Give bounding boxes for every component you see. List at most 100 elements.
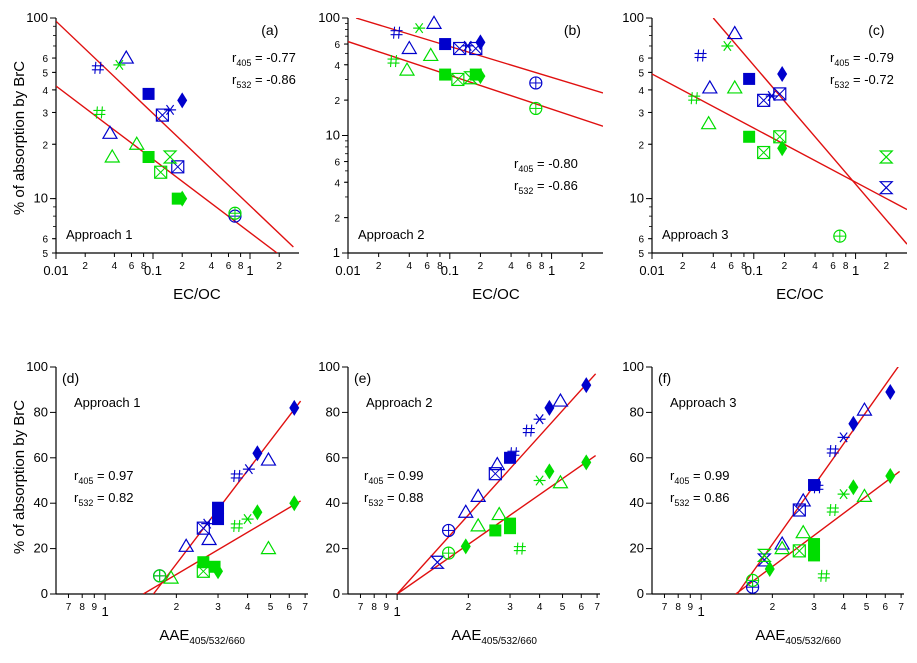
y-tick-label: 3: [42, 108, 48, 119]
marker-bar: [535, 414, 544, 425]
data-point: [489, 456, 506, 471]
x-tick-label: 6: [882, 602, 888, 613]
y-tick-label: 80: [34, 404, 48, 419]
correlation-value: = -0.86: [533, 178, 577, 193]
marker-bar: [825, 569, 828, 582]
x-tick-label: 8: [437, 261, 443, 272]
marker-bar: [695, 92, 698, 105]
x-tick-label: 6: [226, 261, 232, 272]
marker-bar: [813, 481, 816, 494]
panel-label: (d): [62, 370, 79, 386]
x-tick-label: 2: [883, 261, 889, 272]
marker-box: [488, 467, 502, 481]
regression-line: [152, 400, 302, 594]
correlation-subscript: 405: [78, 476, 93, 486]
marker-bar: [525, 424, 528, 437]
correlation-symbol: r: [514, 178, 519, 193]
x-tick-label: 3: [215, 602, 221, 613]
x-tick-label: 2: [478, 261, 484, 272]
data-point: [792, 503, 806, 517]
y-axis-title-bottom: % of absorption by BrC: [11, 400, 28, 554]
x-tick-label: 4: [407, 261, 413, 272]
data-point: [522, 424, 535, 437]
data-point: [529, 76, 543, 90]
y-tick-label: 20: [630, 541, 644, 556]
data-point: [777, 140, 788, 157]
marker-box: [773, 130, 787, 144]
data-point: [142, 151, 155, 164]
approach-label: Approach 3: [662, 227, 729, 242]
y-tick-label: 2: [334, 214, 340, 225]
data-point: [228, 206, 242, 220]
x-tick-label: 6: [286, 602, 292, 613]
data-point: [154, 165, 168, 179]
panel-label: (e): [354, 370, 371, 386]
x-tick-label: 0.01: [639, 263, 664, 278]
correlation-subscript: 532: [834, 80, 849, 90]
data-point: [390, 26, 403, 39]
x-tick-label: 2: [466, 602, 472, 613]
panel-label: (a): [261, 22, 278, 38]
x-axis-title-subscript: 405/532/660: [785, 636, 841, 647]
y-tick-label: 4: [334, 178, 340, 189]
data-point: [792, 544, 806, 558]
correlation-value: = -0.72: [849, 72, 893, 87]
data-point: [252, 504, 263, 521]
data-point: [201, 531, 218, 546]
x-tick-label: 3: [811, 602, 817, 613]
y-tick-label: 1: [333, 245, 340, 260]
data-point: [101, 125, 119, 139]
marker-bar: [702, 49, 705, 62]
y-tick-label: 4: [638, 86, 644, 97]
data-point: [93, 106, 106, 119]
x-tick-label: 8: [843, 261, 849, 272]
data-point: [817, 569, 830, 582]
panel-label: (c): [868, 22, 884, 38]
marker-bar: [166, 104, 175, 116]
data-point: [774, 540, 791, 555]
marker-bar: [839, 488, 848, 500]
y-tick-label: 10: [630, 191, 644, 206]
x-tick-label: 6: [129, 261, 135, 272]
y-tick-label: 80: [630, 404, 644, 419]
data-point: [773, 130, 787, 144]
data-point: [856, 401, 873, 416]
correlation-annotation: r532 = -0.72: [830, 72, 894, 90]
data-point: [848, 479, 859, 496]
marker-bar: [453, 42, 467, 55]
data-point: [491, 506, 508, 521]
data-point: [694, 49, 707, 62]
x-tick-label: 0.01: [335, 263, 360, 278]
correlation-annotation: r405 = -0.79: [830, 50, 894, 68]
data-point: [142, 87, 155, 100]
marker-box: [196, 521, 210, 535]
marker-bar: [509, 447, 512, 460]
y-tick-label: 2: [638, 140, 644, 151]
data-point: [197, 556, 210, 569]
data-point: [743, 72, 756, 85]
data-point: [470, 488, 487, 502]
correlation-value: = 0.99: [689, 468, 729, 483]
y-tick-label: 80: [326, 404, 340, 419]
data-point: [533, 475, 546, 486]
correlation-annotation: r405 = 0.99: [670, 468, 730, 486]
marker-bar: [690, 92, 693, 105]
data-point: [533, 414, 546, 425]
marker-bar: [393, 26, 396, 39]
y-tick-label: 100: [26, 10, 48, 25]
marker-bar: [697, 49, 700, 62]
x-tick-label: 2: [82, 261, 88, 272]
correlation-symbol: r: [514, 156, 519, 171]
marker-bar: [834, 503, 837, 517]
marker-bar: [516, 542, 519, 555]
data-point: [701, 79, 718, 94]
data-point: [387, 55, 400, 68]
data-point: [774, 535, 791, 550]
x-tick-label: 8: [371, 602, 377, 613]
y-tick-label: 40: [630, 495, 644, 510]
x-tick-label: 2: [376, 261, 382, 272]
data-point: [552, 392, 569, 407]
data-point: [848, 415, 859, 432]
x-axis-title: AAE405/532/660: [451, 627, 537, 647]
y-tick-label: 4: [334, 61, 340, 72]
